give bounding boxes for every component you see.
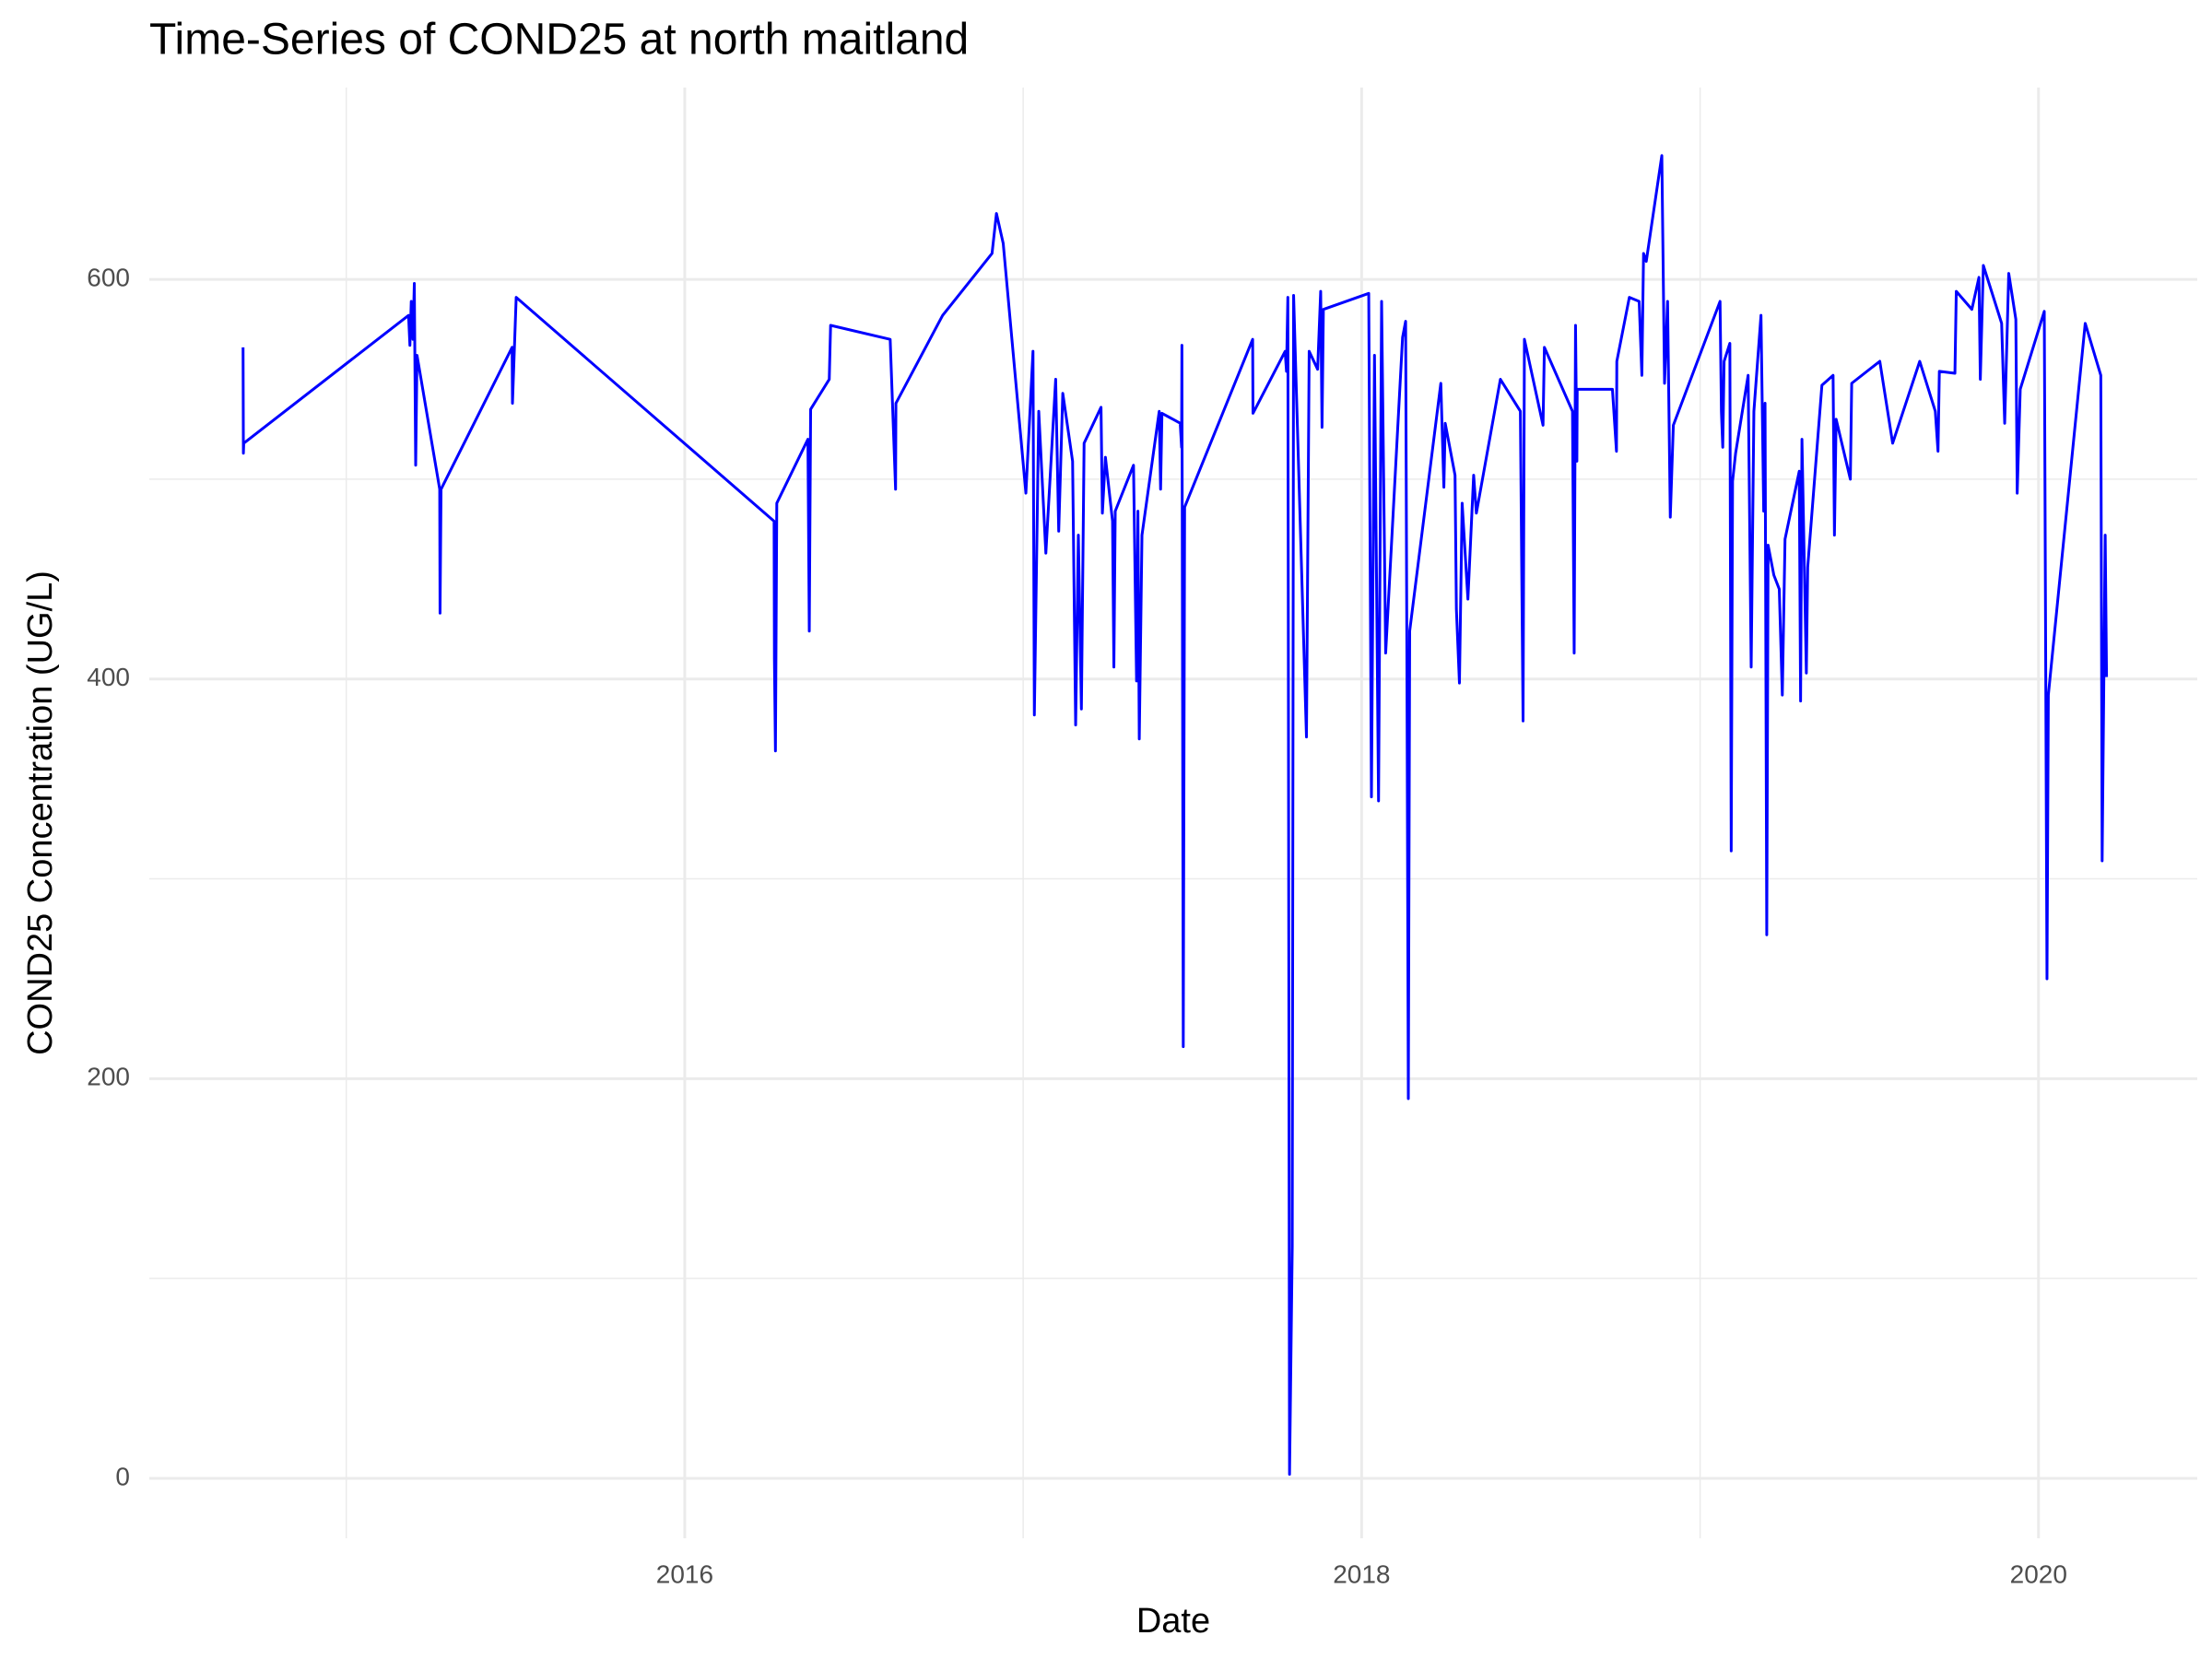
y-axis-title: COND25 Concentration (UG/L) xyxy=(21,571,60,1055)
y-tick-label: 0 xyxy=(115,1462,130,1490)
x-axis-title: Date xyxy=(1136,1602,1210,1641)
y-tick-label: 600 xyxy=(87,264,130,292)
y-tick-label: 400 xyxy=(87,663,130,691)
chart-title: Time-Series of COND25 at north maitland xyxy=(149,16,969,65)
data-line xyxy=(241,154,2109,1477)
x-tick-label: 2020 xyxy=(2010,1559,2067,1588)
y-tick-label: 200 xyxy=(87,1063,130,1091)
x-tick-label: 2018 xyxy=(1333,1559,1390,1588)
x-tick-label: 2016 xyxy=(656,1559,713,1588)
